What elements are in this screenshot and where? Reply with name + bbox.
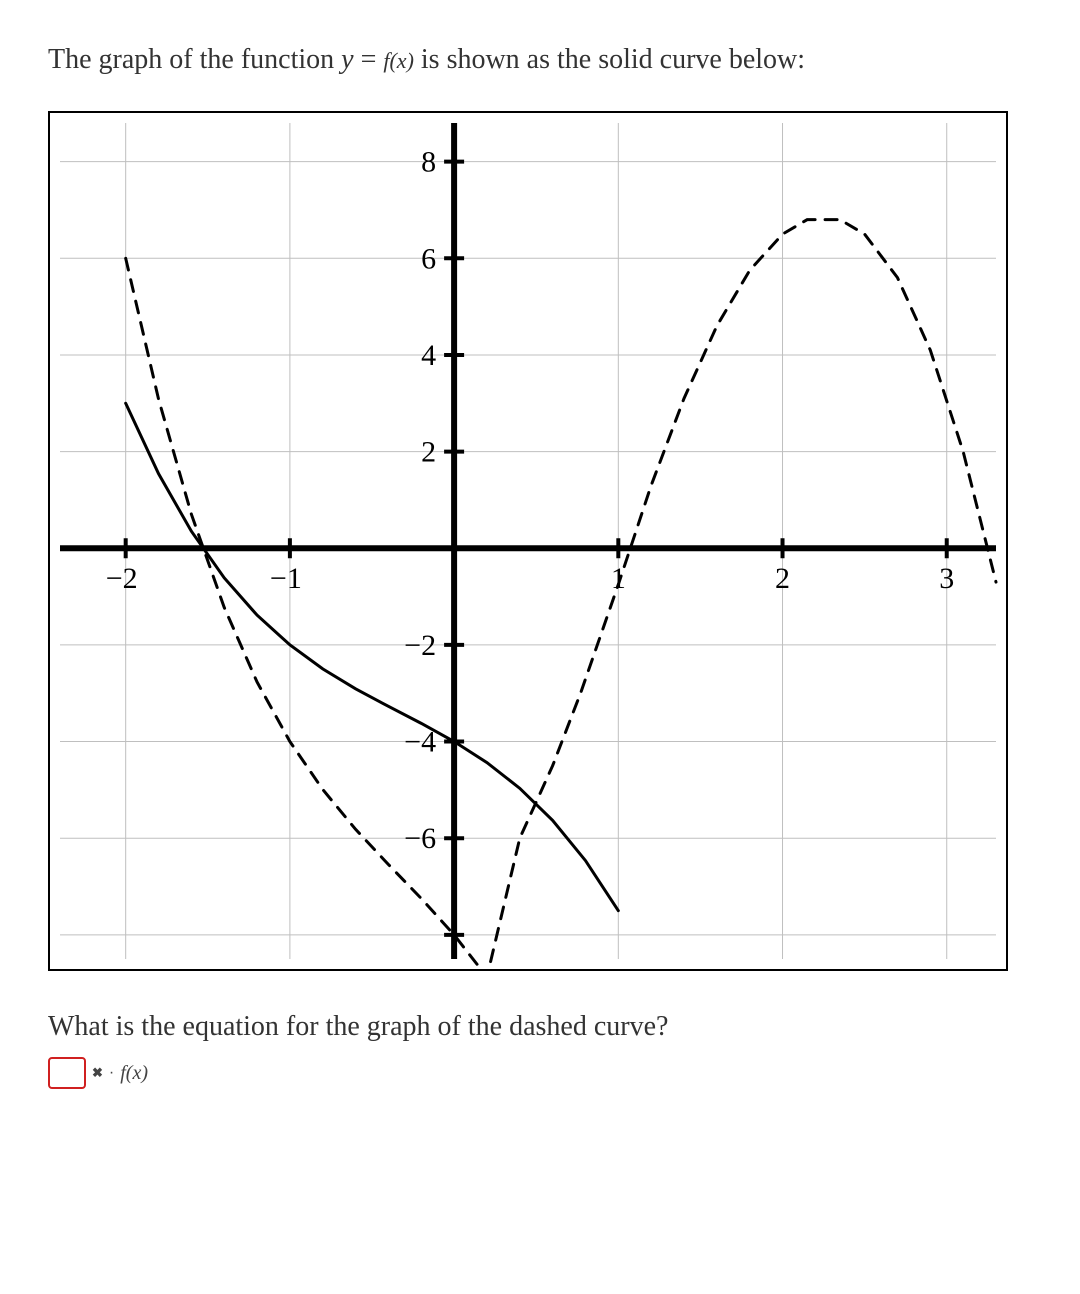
answer-row: ✖ · f(x) <box>48 1057 1032 1089</box>
y-tick-label: 6 <box>421 242 436 275</box>
y-tick-label: −6 <box>404 822 436 855</box>
y-tick-label: −2 <box>404 629 436 662</box>
y-tick-label: 4 <box>421 339 436 372</box>
solid-curve <box>126 403 619 910</box>
answer-dot: · <box>109 1064 114 1082</box>
intro-fn: f(x) <box>383 48 414 73</box>
intro-var-y: y <box>341 44 353 75</box>
problem-statement: The graph of the function y = f(x) is sh… <box>48 40 1032 79</box>
x-tick-label: 3 <box>939 562 954 595</box>
x-tick-label: −1 <box>270 562 302 595</box>
intro-eq: = <box>354 44 384 75</box>
chart-container: −2−11238642−2−4−6 <box>48 111 1008 971</box>
x-tick-label: −2 <box>106 562 138 595</box>
intro-suffix: is shown as the solid curve below: <box>414 44 805 75</box>
y-tick-label: 8 <box>421 146 436 179</box>
x-tick-label: 2 <box>775 562 790 595</box>
intro-prefix: The graph of the function <box>48 44 341 75</box>
y-tick-label: 2 <box>421 436 436 469</box>
answer-x-symbol: ✖ <box>92 1065 103 1081</box>
answer-input-box[interactable] <box>48 1057 86 1089</box>
answer-fx: f(x) <box>120 1062 148 1085</box>
dashed-curve <box>126 220 996 969</box>
chart-svg: −2−11238642−2−4−6 <box>50 113 1006 969</box>
question-text: What is the equation for the graph of th… <box>48 1011 1032 1043</box>
